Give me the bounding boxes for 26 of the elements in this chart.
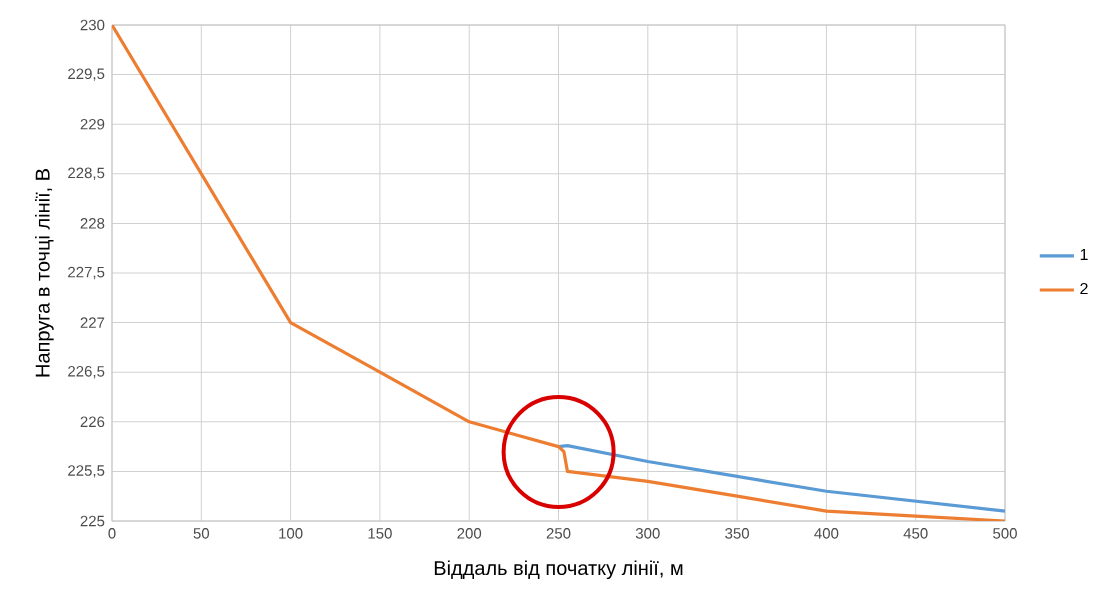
y-tick-label: 229,5 [68,68,105,81]
x-tick-label: 150 [368,528,392,539]
y-tick-label: 225 [80,515,105,527]
y-tick-label: 230 [80,19,105,31]
y-axis-title: Напруга в точці лінії, В [35,169,54,377]
x-tick-label: 100 [279,528,303,539]
x-tick-label: 350 [725,528,750,539]
y-tick-label: 226,5 [68,366,105,379]
y-tick-label: 229 [80,118,105,130]
x-tick-label: 250 [546,528,571,539]
x-axis-title: Віддаль від початку лінії, м [434,560,683,580]
x-tick-label: 400 [814,528,839,539]
x-tick-label: 0 [108,528,116,539]
y-tick-label: 228 [80,218,105,229]
y-tick-label: 227 [80,317,105,328]
y-tick-label: 228,5 [68,167,105,180]
y-tick-label: 225,5 [68,465,105,478]
x-tick-label: 300 [635,528,660,539]
legend-label: 2 [1080,282,1088,295]
x-tick-label: 50 [193,528,210,539]
y-tick-label: 227,5 [68,266,105,280]
legend-label: 1 [1080,248,1088,260]
x-tick-label: 200 [457,528,482,539]
x-tick-label: 500 [993,528,1017,539]
x-tick-label: 450 [903,528,928,539]
y-tick-label: 226 [80,416,105,428]
